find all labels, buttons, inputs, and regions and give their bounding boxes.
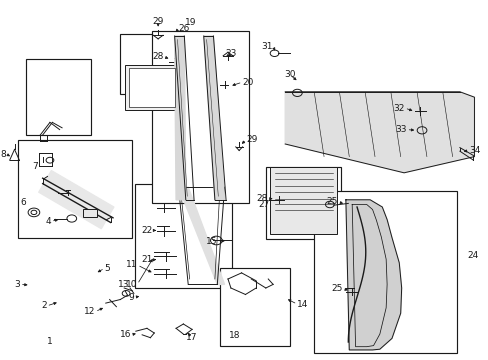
Bar: [219, 268, 289, 346]
Text: 31: 31: [261, 42, 273, 51]
Text: 26: 26: [178, 24, 189, 33]
Bar: [269, 167, 336, 234]
Text: 20: 20: [242, 78, 253, 87]
Text: 32: 32: [392, 104, 404, 113]
Text: 15: 15: [205, 237, 217, 246]
Bar: [314, 191, 457, 353]
Bar: [265, 167, 340, 239]
Text: 25: 25: [330, 284, 342, 293]
Text: 18: 18: [228, 331, 240, 340]
Text: 34: 34: [468, 146, 480, 155]
Polygon shape: [345, 200, 401, 350]
Text: 3: 3: [14, 280, 20, 289]
FancyArrowPatch shape: [39, 171, 114, 229]
Text: 27: 27: [258, 200, 269, 209]
Polygon shape: [174, 36, 185, 200]
Text: 11: 11: [125, 261, 137, 269]
Text: 29: 29: [152, 17, 163, 26]
Text: 9: 9: [128, 293, 134, 302]
Text: 17: 17: [186, 333, 198, 342]
Text: 21: 21: [141, 256, 152, 264]
Text: 19: 19: [184, 18, 196, 27]
Bar: [151, 31, 248, 203]
Polygon shape: [178, 187, 224, 284]
Text: 7: 7: [32, 162, 38, 171]
Bar: [125, 65, 178, 110]
Text: 12: 12: [83, 307, 95, 316]
Bar: [19, 140, 132, 238]
Text: 30: 30: [284, 71, 295, 80]
Polygon shape: [203, 36, 224, 200]
Bar: [26, 59, 91, 135]
Bar: [120, 34, 181, 94]
Text: 33: 33: [394, 125, 406, 134]
Text: 5: 5: [104, 264, 110, 273]
Text: 25: 25: [325, 197, 337, 206]
Text: 6: 6: [20, 198, 26, 207]
Text: 16: 16: [119, 330, 131, 339]
Text: 23: 23: [225, 49, 236, 58]
Text: 22: 22: [141, 226, 152, 235]
Text: 24: 24: [466, 251, 477, 260]
Bar: [135, 184, 231, 288]
Polygon shape: [285, 92, 473, 173]
Bar: [83, 209, 97, 217]
Text: 29: 29: [246, 135, 257, 144]
Text: 1: 1: [47, 338, 53, 346]
Text: 2: 2: [41, 302, 46, 310]
Text: 13: 13: [118, 280, 130, 289]
Text: 14: 14: [297, 300, 308, 309]
Text: 4: 4: [45, 217, 51, 226]
Text: 8: 8: [0, 150, 6, 158]
Text: 28: 28: [152, 53, 163, 62]
Text: 28: 28: [256, 194, 267, 203]
Bar: [129, 68, 174, 107]
Text: 10: 10: [125, 280, 137, 289]
